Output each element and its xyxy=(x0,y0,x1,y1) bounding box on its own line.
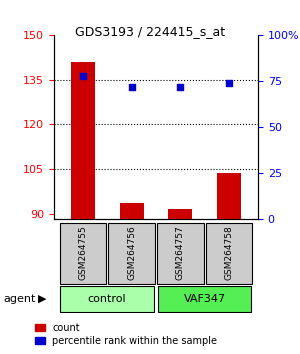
FancyBboxPatch shape xyxy=(206,223,252,284)
Text: ▶: ▶ xyxy=(38,294,46,304)
FancyBboxPatch shape xyxy=(60,286,154,312)
Text: GSM264755: GSM264755 xyxy=(79,226,88,280)
Bar xyxy=(120,203,144,219)
Point xyxy=(129,84,134,90)
FancyBboxPatch shape xyxy=(158,286,251,312)
Point xyxy=(226,80,231,86)
Point xyxy=(81,73,85,79)
Text: GSM264758: GSM264758 xyxy=(224,226,233,280)
FancyBboxPatch shape xyxy=(108,223,155,284)
FancyBboxPatch shape xyxy=(157,223,204,284)
FancyBboxPatch shape xyxy=(60,223,106,284)
Text: VAF347: VAF347 xyxy=(184,294,226,304)
Bar xyxy=(168,209,192,219)
Text: control: control xyxy=(88,294,126,304)
Legend: count, percentile rank within the sample: count, percentile rank within the sample xyxy=(35,323,218,346)
Bar xyxy=(217,173,241,219)
Point xyxy=(178,84,183,90)
Text: GSM264756: GSM264756 xyxy=(127,226,136,280)
Text: GDS3193 / 224415_s_at: GDS3193 / 224415_s_at xyxy=(75,25,225,38)
Text: GSM264757: GSM264757 xyxy=(176,226,185,280)
Bar xyxy=(71,62,95,219)
Text: agent: agent xyxy=(3,294,35,304)
